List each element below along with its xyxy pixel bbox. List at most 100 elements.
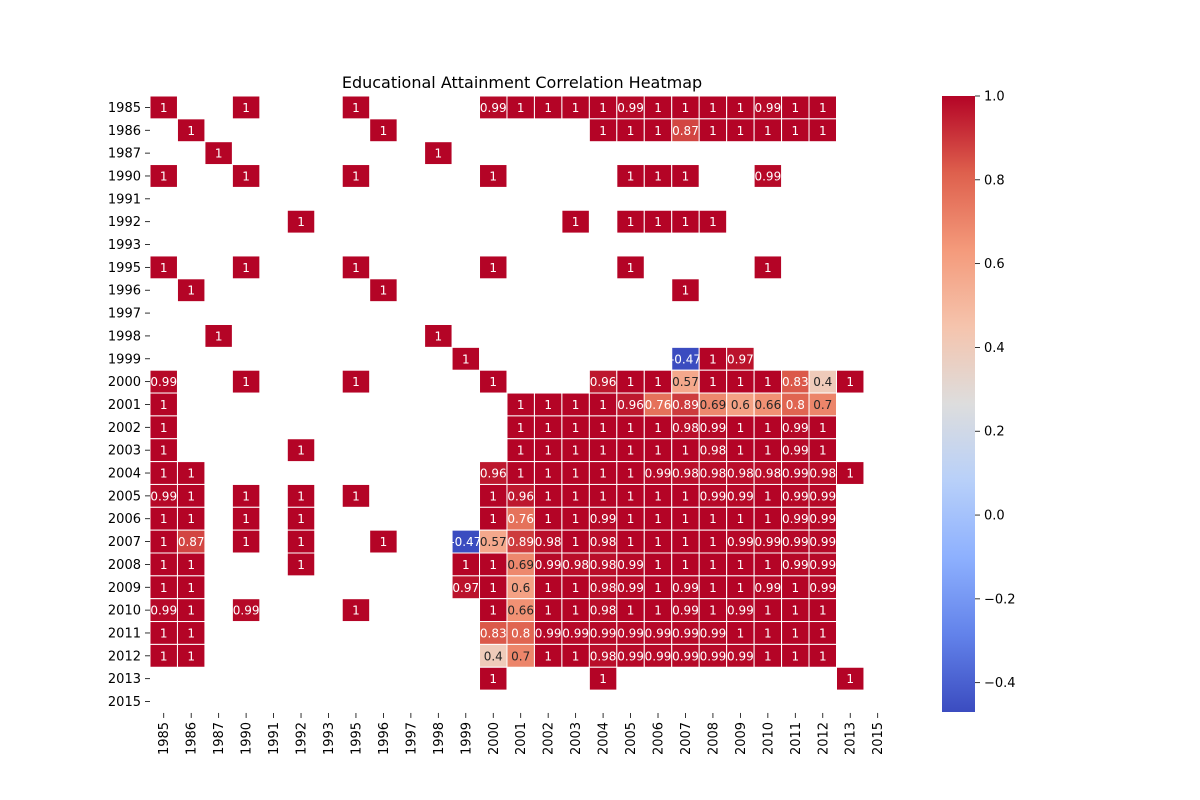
heatmap-cell-value: 1 (791, 101, 799, 115)
heatmap-cell: 0.98 (588, 643, 618, 668)
heatmap-cell-value: 1 (352, 489, 360, 503)
heatmap-cell: 0.7 (808, 392, 837, 417)
heatmap-cell-value: 1 (819, 604, 827, 618)
heatmap-cell: 1 (533, 598, 563, 623)
heatmap-cell-value: 0.69 (507, 558, 534, 572)
heatmap-cell: 1 (176, 643, 206, 668)
heatmap-cell-value: 0.99 (645, 626, 672, 640)
heatmap-cell-rect (753, 164, 783, 188)
heatmap-cell: 1 (753, 438, 783, 463)
heatmap-cell-value: 1 (160, 467, 168, 481)
heatmap-cell-value: 0.98 (727, 467, 754, 481)
heatmap-cell: 1 (698, 369, 728, 394)
heatmap-cell: 0.96 (479, 461, 508, 485)
heatmap-cell-rect (698, 209, 728, 234)
heatmap-cell: 1 (479, 666, 508, 691)
heatmap-cell-value: 0.89 (672, 398, 699, 412)
heatmap-cell: 0.99 (753, 164, 783, 188)
heatmap-cell-value: 0.66 (754, 398, 781, 412)
heatmap-cell-value: 1 (791, 626, 799, 640)
heatmap-cell: 1 (149, 575, 178, 600)
heatmap-cell-value: 1 (297, 489, 305, 503)
heatmap-cell-value: 1 (599, 398, 607, 412)
heatmap-cell: 1 (286, 529, 316, 554)
chart-title: Educational Attainment Correlation Heatm… (342, 73, 702, 92)
heatmap-cell-value: 1 (627, 489, 635, 503)
heatmap-cell: 1 (808, 621, 837, 645)
heatmap-cell: 0.99 (616, 575, 645, 600)
heatmap-cell: 0.98 (808, 461, 837, 485)
heatmap-cell: 1 (341, 369, 371, 394)
heatmap-cell-value: 1 (791, 604, 799, 618)
heatmap-cell: 0.6 (506, 575, 535, 600)
heatmap-cell-value: 1 (764, 261, 772, 275)
heatmap-cell-value: 1 (517, 467, 525, 481)
heatmap-cell: 1 (561, 506, 590, 531)
heatmap-cell: 1 (369, 278, 398, 303)
heatmap-cell-value: 1 (737, 101, 745, 115)
heatmap-cell: 0.99 (781, 438, 810, 463)
heatmap-cell-value: 1 (682, 169, 690, 183)
heatmap-cell-value: 1 (599, 421, 607, 435)
heatmap-cell: 1 (176, 483, 206, 508)
heatmap-cell-rect (369, 278, 398, 303)
heatmap-cell: 0.69 (698, 392, 728, 417)
heatmap-cell: 1 (671, 506, 700, 531)
heatmap-cell: 0.99 (781, 506, 810, 531)
heatmap-cell-value: 0.98 (700, 444, 727, 458)
heatmap-cell-value: 1 (160, 649, 168, 663)
heatmap-cell: 1 (726, 415, 755, 440)
heatmap-cell-value: 1 (764, 604, 772, 618)
heatmap-cell: 0.99 (726, 529, 755, 554)
heatmap-cell: 1 (561, 461, 590, 485)
heatmap-cell: 1 (561, 483, 590, 508)
heatmap-cell: -0.47 (670, 346, 701, 371)
heatmap-cell: 1 (533, 95, 563, 120)
heatmap-cell-value: 1 (572, 444, 580, 458)
heatmap-cell: 0.99 (616, 95, 645, 120)
heatmap-cell-value: 0.99 (700, 421, 727, 435)
y-tick-label: 1996 (108, 284, 141, 299)
y-tick-label: 1995 (108, 261, 141, 276)
heatmap-cell-rect (204, 141, 233, 166)
heatmap-cell-value: 0.99 (150, 489, 177, 503)
heatmap-cell-value: 1 (737, 581, 745, 595)
heatmap-cell: 1 (231, 529, 261, 554)
heatmap-cell: 0.66 (753, 392, 783, 417)
heatmap-cell: 1 (643, 483, 673, 508)
heatmap-cell-rect (588, 666, 618, 691)
heatmap-cell-value: 1 (572, 649, 580, 663)
heatmap-cell-value: 0.99 (727, 649, 754, 663)
heatmap-cell: 1 (836, 666, 865, 691)
heatmap-cell: 1 (698, 118, 728, 143)
heatmap-cell: 1 (643, 164, 673, 188)
heatmap-cell-rect (808, 643, 837, 668)
heatmap-cell-value: 1 (846, 375, 854, 389)
heatmap-cell: 0.98 (726, 461, 755, 485)
heatmap-cell-value: 1 (572, 512, 580, 526)
heatmap-cell-rect (369, 529, 398, 554)
heatmap-cell-rect (753, 255, 783, 280)
heatmap-cell-rect (286, 438, 316, 463)
heatmap-cell-value: 1 (627, 261, 635, 275)
heatmap-cell-rect (341, 255, 371, 280)
heatmap-cell-value: 0.83 (782, 375, 809, 389)
heatmap-cell: 1 (479, 255, 508, 280)
heatmap-cell-value: 0.99 (645, 649, 672, 663)
heatmap-cell-value: 0.99 (782, 421, 809, 435)
heatmap-cell: 1 (808, 643, 837, 668)
heatmap-cell-value: 1 (489, 261, 497, 275)
heatmap-cell: 1 (616, 415, 645, 440)
heatmap-cell-value: 1 (242, 101, 250, 115)
heatmap-cell: 1 (781, 643, 810, 668)
heatmap-cell: 1 (698, 598, 728, 623)
heatmap-cell: 1 (533, 392, 563, 417)
heatmap-cell: 1 (726, 369, 755, 394)
heatmap-cell-value: 0.98 (590, 581, 617, 595)
heatmap-cell: 1 (671, 209, 700, 234)
heatmap-cell-value: 0.99 (754, 581, 781, 595)
heatmap-cell: 0.98 (588, 575, 618, 600)
heatmap-cell-value: 1 (544, 421, 552, 435)
heatmap-cell: 1 (643, 506, 673, 531)
heatmap-cell-value: 0.99 (809, 489, 836, 503)
